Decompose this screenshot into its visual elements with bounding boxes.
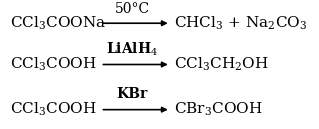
Text: CBr$_3$COOH: CBr$_3$COOH bbox=[174, 101, 263, 118]
Text: CCl$_3$COOH: CCl$_3$COOH bbox=[10, 101, 96, 118]
Text: CCl$_3$COONa: CCl$_3$COONa bbox=[10, 15, 106, 32]
Text: 50°C: 50°C bbox=[115, 2, 150, 16]
Text: LiAlH$_4$: LiAlH$_4$ bbox=[106, 40, 159, 58]
Text: CCl$_3$CH$_2$OH: CCl$_3$CH$_2$OH bbox=[174, 56, 269, 73]
Text: CHCl$_3$ + Na$_2$CO$_3$: CHCl$_3$ + Na$_2$CO$_3$ bbox=[174, 15, 307, 32]
Text: CCl$_3$COOH: CCl$_3$COOH bbox=[10, 56, 96, 73]
Text: KBr: KBr bbox=[117, 87, 148, 101]
